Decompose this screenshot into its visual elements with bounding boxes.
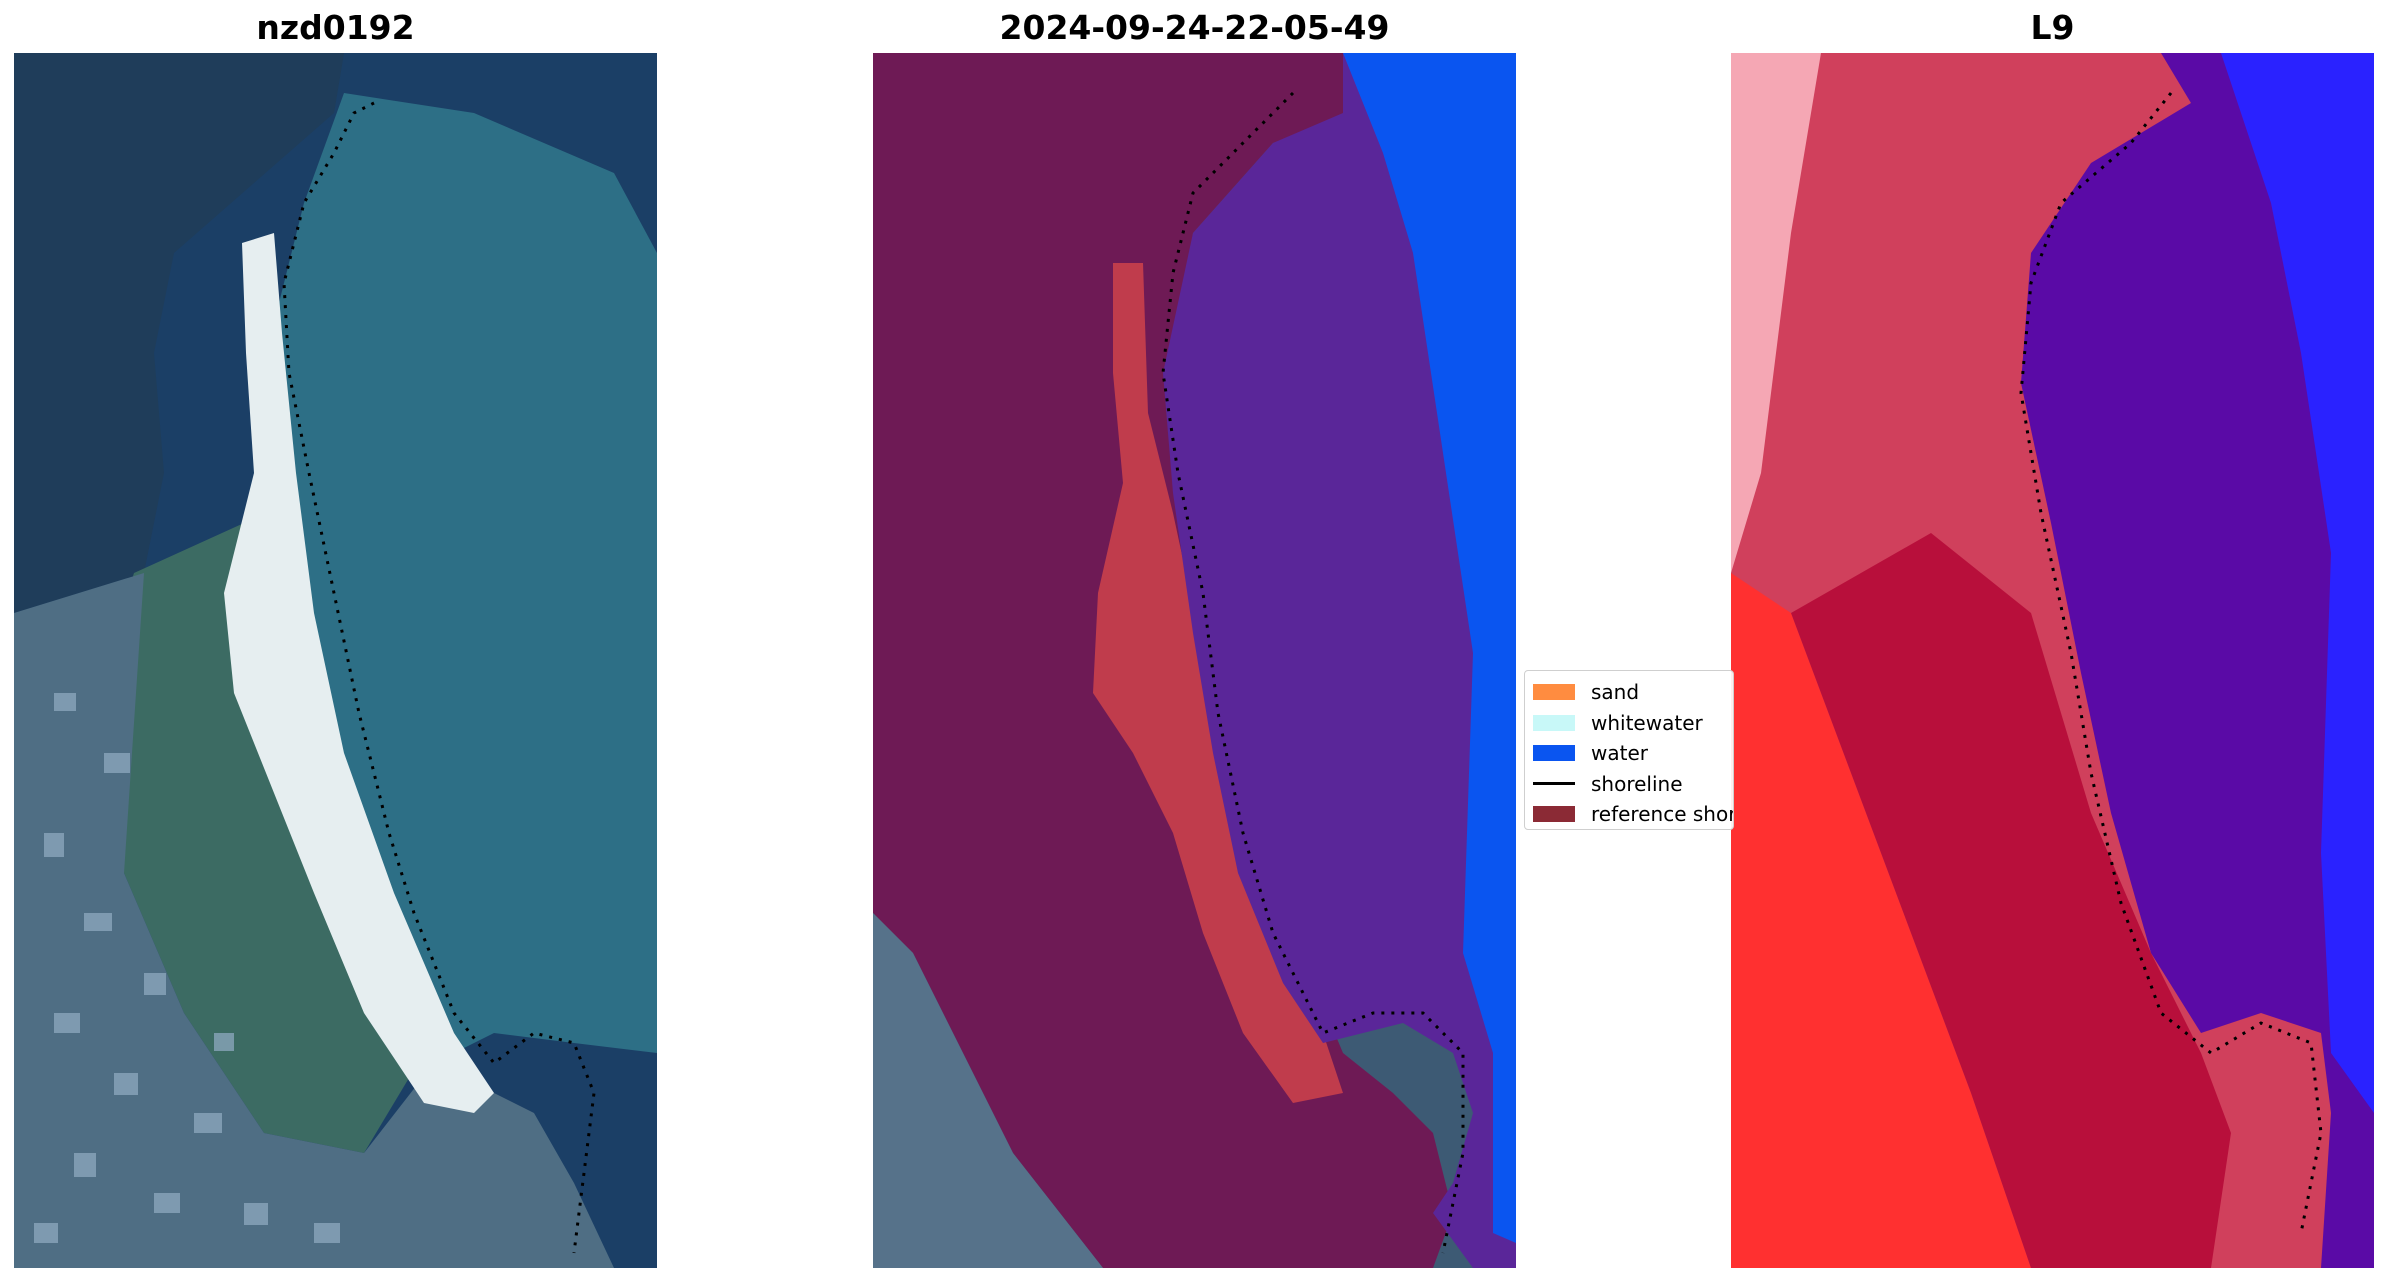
reference-shoreline-swatch	[1533, 806, 1575, 823]
panel-title-1: nzd0192	[256, 8, 415, 47]
classified-overlay-image	[873, 53, 1516, 1268]
panel-title-2: 2024-09-24-22-05-49	[999, 8, 1390, 47]
legend: sand whitewater water shoreline referenc…	[1524, 670, 1734, 830]
legend-item-reference-shoreline: reference shoreline	[1533, 799, 1734, 829]
whitewater-swatch	[1533, 714, 1575, 731]
legend-item-water: water	[1533, 738, 1733, 769]
legend-item-shoreline: shoreline	[1533, 769, 1733, 800]
rgb-satellite-image	[14, 53, 657, 1268]
legend-label: water	[1591, 741, 1648, 766]
water-swatch	[1533, 745, 1575, 762]
legend-label: sand	[1591, 680, 1640, 705]
panel-title-3: L9	[2030, 8, 2075, 47]
legend-item-sand: sand	[1533, 677, 1733, 708]
legend-label: shoreline	[1591, 771, 1683, 796]
index-map-image	[1731, 53, 2374, 1268]
legend-label: reference shoreline	[1591, 802, 1734, 827]
sand-swatch	[1533, 684, 1575, 701]
legend-item-whitewater: whitewater	[1533, 708, 1733, 739]
shoreline-swatch	[1533, 782, 1575, 786]
legend-label: whitewater	[1591, 710, 1703, 735]
